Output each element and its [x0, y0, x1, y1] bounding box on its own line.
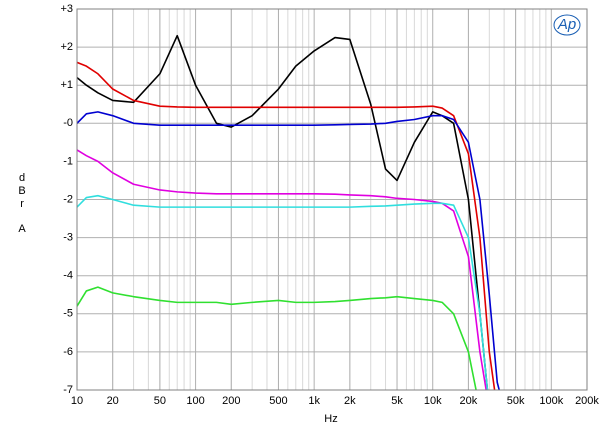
x-tick-label: 5k — [391, 395, 403, 407]
y-tick-label: -7 — [63, 384, 73, 396]
y-tick-label: -0 — [63, 117, 73, 129]
y-tick-label: -3 — [63, 232, 73, 244]
x-tick-label: 20k — [460, 395, 478, 407]
series-line — [77, 194, 489, 390]
x-tick-label: 10 — [71, 395, 83, 407]
y-axis-unit: A — [18, 223, 26, 235]
y-tick-label: -5 — [63, 308, 73, 320]
y-tick-label: +2 — [60, 41, 73, 53]
lines — [77, 34, 501, 390]
series-line — [77, 286, 477, 390]
x-tick-label: 10k — [424, 395, 442, 407]
grid — [76, 8, 588, 391]
series-line — [77, 61, 496, 390]
x-tick-label: 2k — [344, 395, 356, 407]
x-tick-label: 200k — [575, 395, 599, 407]
logo-ring — [553, 14, 581, 36]
logo: Ap — [557, 16, 576, 33]
x-tick-label: 100k — [539, 395, 563, 407]
x-axis-label: Hz — [324, 413, 337, 425]
x-tick-label: 50k — [507, 395, 525, 407]
x-tick-label: 50 — [154, 395, 166, 407]
y-tick-label: -4 — [63, 270, 73, 282]
x-tick-label: 20 — [107, 395, 119, 407]
y-tick-label: +3 — [60, 3, 73, 15]
y-tick-label: -1 — [63, 155, 73, 167]
plot-frame — [76, 8, 588, 391]
x-tick-label: 100 — [186, 395, 204, 407]
y-axis-label: dBr — [16, 172, 28, 211]
y-tick-label: -6 — [63, 346, 73, 358]
series-line — [77, 111, 501, 390]
y-tick-label: +1 — [60, 79, 73, 91]
x-tick-label: 500 — [269, 395, 287, 407]
x-tick-label: 200 — [222, 395, 240, 407]
x-tick-label: 1k — [308, 395, 320, 407]
y-tick-label: -2 — [63, 193, 73, 205]
